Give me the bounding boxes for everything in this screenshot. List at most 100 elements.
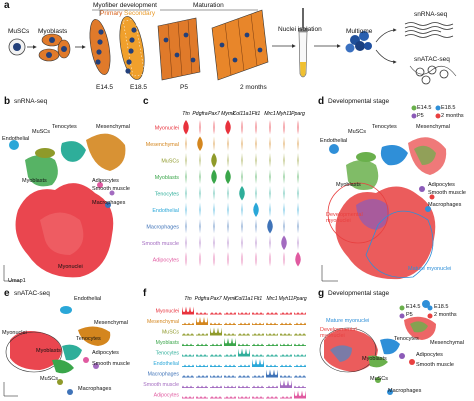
coverage-track xyxy=(210,327,222,336)
coverage-track xyxy=(224,312,236,315)
violin-row-label: Macrophages xyxy=(146,224,179,230)
track-gene-label: Pax7 xyxy=(210,296,222,302)
coverage-track xyxy=(252,354,264,357)
violin-gene-label: Pparg xyxy=(291,111,305,117)
track-row-label: Endothelial xyxy=(153,361,179,367)
g-tenocytes-label: Tenocytes xyxy=(394,336,419,342)
violin-shape xyxy=(295,252,301,267)
coverage-track xyxy=(266,322,278,325)
coverage-track xyxy=(238,333,250,336)
violin-shape xyxy=(283,153,285,168)
d-smooth-muscle-label: Smooth muscle xyxy=(428,190,466,196)
coverage-track xyxy=(252,385,264,388)
d-mesenchymal-label: Mesenchymal xyxy=(416,124,450,130)
multiome-label: Multiome xyxy=(346,28,373,35)
violin-shape xyxy=(197,136,203,151)
violin-shape xyxy=(269,169,271,184)
violin-shape xyxy=(213,252,215,267)
violin-shape xyxy=(185,252,187,267)
violin-shape xyxy=(283,202,285,217)
panel-a-label: a xyxy=(4,0,10,11)
coverage-track xyxy=(294,385,306,388)
violin-shape xyxy=(185,235,187,250)
d-legend-p5: P5 xyxy=(417,113,424,119)
coverage-track xyxy=(182,306,194,315)
violin-shape xyxy=(227,252,229,267)
track-gene-label: Col11a1 xyxy=(235,296,253,302)
e-myoblasts-label: Myoblasts xyxy=(36,348,61,354)
coverage-track xyxy=(196,333,208,336)
coverage-track xyxy=(196,343,208,346)
d-macrophages-label: Macrophages xyxy=(428,202,462,208)
coverage-track xyxy=(252,396,264,399)
g-legend-p5: P5 xyxy=(406,312,413,318)
e-muscs-label: MuSCs xyxy=(40,376,59,382)
coverage-track xyxy=(238,322,250,325)
violin-gene-label: Col11a1 xyxy=(233,111,252,117)
violin-shape xyxy=(297,153,299,168)
coverage-track xyxy=(266,369,278,378)
violin-shape xyxy=(255,219,257,234)
musc-cell xyxy=(8,38,26,56)
violin-shape xyxy=(225,120,231,135)
coverage-track xyxy=(252,343,264,346)
nuclei-isolation-label: Nuclei isolation xyxy=(278,26,322,33)
violin-shape xyxy=(283,169,285,184)
g-mature-label: Mature myonuclei xyxy=(326,318,370,324)
b-macrophages-label: Macrophages xyxy=(92,200,126,206)
coverage-track xyxy=(196,354,208,357)
coverage-track xyxy=(266,333,278,336)
violin-shape xyxy=(241,169,243,184)
g-smooth-muscle-label: Smooth muscle xyxy=(416,362,454,368)
coverage-track xyxy=(252,322,264,325)
violin-gene-label: Ttn xyxy=(182,111,190,117)
violin-shape xyxy=(213,186,215,201)
maturation-label: Maturation xyxy=(193,2,224,9)
coverage-track xyxy=(224,322,236,325)
coverage-track xyxy=(294,375,306,378)
panel-e-title: snATAC-seq xyxy=(14,290,50,297)
track-gene-label: Mymk xyxy=(223,296,237,302)
violin-shape xyxy=(241,136,243,151)
track-row-label: Myoblasts xyxy=(156,340,180,346)
track-gene-label: Flt1 xyxy=(254,296,263,302)
violin-shape xyxy=(199,235,201,250)
coverage-track xyxy=(224,338,236,346)
violin-shape xyxy=(213,202,215,217)
violin-row-label: Myonuclei xyxy=(155,125,179,131)
violin-shape xyxy=(297,219,299,234)
d-adipocytes-label: Adipocytes xyxy=(428,182,455,188)
coverage-track xyxy=(224,354,236,357)
coverage-track xyxy=(182,333,194,336)
e-myonuclei-label: Myonuclei xyxy=(2,330,27,336)
violin-gene-label: Mymk xyxy=(221,111,235,117)
violin-shape xyxy=(297,120,299,135)
d-developmental-label: Developmental myonuclei xyxy=(326,212,363,224)
violin-shape xyxy=(213,219,215,234)
coverage-track xyxy=(210,385,222,388)
violin-shape xyxy=(283,186,285,201)
coverage-track xyxy=(294,390,306,399)
coverage-track xyxy=(210,312,222,315)
b-smooth-muscle-label: Smooth muscle xyxy=(92,186,130,192)
violin-shape xyxy=(269,252,271,267)
b-myoblasts-label: Myoblasts xyxy=(22,178,47,184)
violin-shape xyxy=(269,120,271,135)
coverage-track xyxy=(210,343,222,346)
coverage-track xyxy=(210,396,222,399)
primary-myofiber xyxy=(89,19,111,75)
coverage-track xyxy=(280,364,292,367)
panel-f-label: f xyxy=(143,288,147,299)
violin-row-label: Adipocytes xyxy=(153,257,180,263)
violin-shape xyxy=(255,153,257,168)
e-macrophages-label: Macrophages xyxy=(78,386,112,392)
coverage-track xyxy=(280,312,292,315)
violin-shape xyxy=(281,235,287,250)
p5-myofibers xyxy=(157,17,201,81)
violin-shape xyxy=(241,219,243,234)
violin-shape xyxy=(183,120,189,135)
violin-row-label: Myoblasts xyxy=(155,175,180,181)
violin-shape xyxy=(213,235,215,250)
violin-shape xyxy=(283,120,285,135)
violin-shape xyxy=(199,252,201,267)
